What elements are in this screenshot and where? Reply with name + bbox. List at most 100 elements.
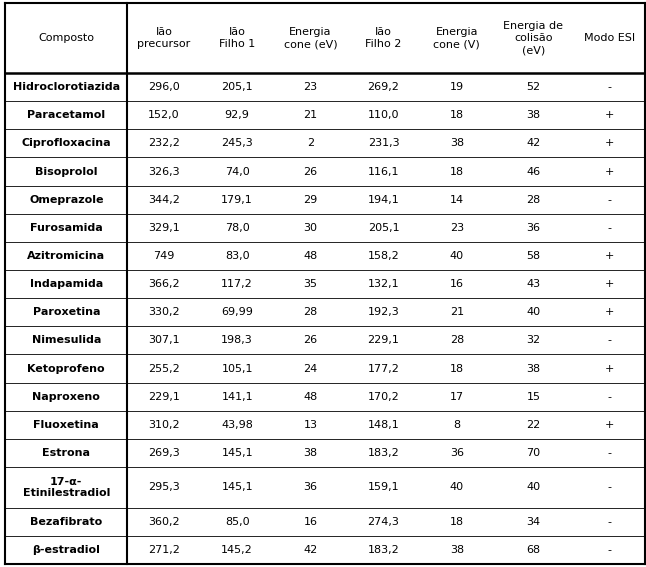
Text: 295,3: 295,3: [148, 483, 180, 493]
Text: 326,3: 326,3: [148, 167, 180, 176]
Text: 28: 28: [450, 336, 464, 345]
Text: 38: 38: [450, 138, 464, 149]
Text: 159,1: 159,1: [368, 483, 399, 493]
Text: 145,2: 145,2: [222, 545, 253, 555]
Text: 231,3: 231,3: [368, 138, 399, 149]
Text: 183,2: 183,2: [368, 448, 399, 458]
Text: 179,1: 179,1: [222, 194, 253, 205]
Text: 52: 52: [526, 82, 541, 92]
Text: +: +: [605, 110, 614, 120]
Text: 329,1: 329,1: [148, 223, 180, 233]
Text: -: -: [607, 223, 611, 233]
Text: 170,2: 170,2: [368, 392, 399, 401]
Text: 36: 36: [526, 223, 541, 233]
Text: -: -: [607, 448, 611, 458]
Text: 271,2: 271,2: [148, 545, 180, 555]
Text: 132,1: 132,1: [368, 279, 399, 289]
Text: 21: 21: [304, 110, 317, 120]
Text: 330,2: 330,2: [148, 307, 180, 318]
Text: Composto: Composto: [38, 33, 94, 43]
Text: +: +: [605, 363, 614, 374]
Text: 40: 40: [526, 307, 541, 318]
Text: 17: 17: [450, 392, 464, 401]
Text: +: +: [605, 279, 614, 289]
Text: 152,0: 152,0: [148, 110, 180, 120]
Text: 69,99: 69,99: [221, 307, 253, 318]
Text: +: +: [605, 420, 614, 430]
Text: 749: 749: [153, 251, 174, 261]
Text: 29: 29: [303, 194, 317, 205]
Text: +: +: [605, 251, 614, 261]
Text: 255,2: 255,2: [148, 363, 180, 374]
Text: -: -: [607, 483, 611, 493]
Text: 43: 43: [526, 279, 541, 289]
Text: 232,2: 232,2: [148, 138, 180, 149]
Text: Azitromicina: Azitromicina: [27, 251, 105, 261]
Text: Omeprazole: Omeprazole: [29, 194, 103, 205]
Text: 310,2: 310,2: [148, 420, 180, 430]
Text: 38: 38: [526, 363, 541, 374]
Text: 23: 23: [304, 82, 317, 92]
Text: Energia
cone (V): Energia cone (V): [433, 27, 480, 49]
Text: 18: 18: [450, 517, 464, 527]
Text: Furosamida: Furosamida: [30, 223, 103, 233]
Text: 360,2: 360,2: [148, 517, 180, 527]
Text: 198,3: 198,3: [222, 336, 253, 345]
Text: 38: 38: [304, 448, 317, 458]
Text: 110,0: 110,0: [368, 110, 399, 120]
Text: 78,0: 78,0: [225, 223, 249, 233]
Text: 296,0: 296,0: [148, 82, 180, 92]
Text: 17-α-
Etinilestradiol: 17-α- Etinilestradiol: [23, 477, 110, 498]
Text: β-estradiol: β-estradiol: [32, 545, 100, 555]
Text: 32: 32: [526, 336, 541, 345]
Text: 141,1: 141,1: [222, 392, 253, 401]
Text: 23: 23: [450, 223, 464, 233]
Text: 16: 16: [450, 279, 464, 289]
Text: 46: 46: [526, 167, 541, 176]
Text: Paroxetina: Paroxetina: [32, 307, 100, 318]
Text: -: -: [607, 336, 611, 345]
Text: Ião
Filho 1: Ião Filho 1: [219, 27, 255, 49]
Text: 48: 48: [303, 392, 317, 401]
Text: 21: 21: [450, 307, 464, 318]
Text: 40: 40: [450, 251, 464, 261]
Text: 13: 13: [304, 420, 317, 430]
Text: +: +: [605, 167, 614, 176]
Text: +: +: [605, 307, 614, 318]
Text: Nimesulida: Nimesulida: [32, 336, 101, 345]
Text: 28: 28: [526, 194, 541, 205]
Text: 70: 70: [526, 448, 541, 458]
Text: 85,0: 85,0: [225, 517, 249, 527]
Text: -: -: [607, 82, 611, 92]
Text: Ketoprofeno: Ketoprofeno: [28, 363, 105, 374]
Text: 307,1: 307,1: [148, 336, 180, 345]
Text: 158,2: 158,2: [368, 251, 399, 261]
Text: 116,1: 116,1: [368, 167, 399, 176]
Text: 22: 22: [526, 420, 541, 430]
Text: 145,1: 145,1: [222, 448, 253, 458]
Text: 48: 48: [303, 251, 317, 261]
Text: Paracetamol: Paracetamol: [27, 110, 105, 120]
Text: Bisoprolol: Bisoprolol: [35, 167, 98, 176]
Text: Ião
Filho 2: Ião Filho 2: [366, 27, 402, 49]
Text: 274,3: 274,3: [368, 517, 399, 527]
Text: +: +: [605, 138, 614, 149]
Text: -: -: [607, 194, 611, 205]
Text: -: -: [607, 392, 611, 401]
Text: 18: 18: [450, 363, 464, 374]
Text: 19: 19: [450, 82, 464, 92]
Text: 74,0: 74,0: [225, 167, 249, 176]
Text: Energia de
colisão
(eV): Energia de colisão (eV): [503, 20, 563, 56]
Text: Hidroclorotiazida: Hidroclorotiazida: [13, 82, 120, 92]
Text: Modo ESI: Modo ESI: [583, 33, 635, 43]
Text: 40: 40: [450, 483, 464, 493]
Text: 16: 16: [304, 517, 317, 527]
Text: 18: 18: [450, 167, 464, 176]
Text: 35: 35: [304, 279, 317, 289]
Text: 177,2: 177,2: [368, 363, 399, 374]
Text: 269,2: 269,2: [368, 82, 399, 92]
Text: 344,2: 344,2: [148, 194, 180, 205]
Text: 2: 2: [307, 138, 314, 149]
Text: Fluoxetina: Fluoxetina: [34, 420, 99, 430]
Text: 192,3: 192,3: [368, 307, 399, 318]
